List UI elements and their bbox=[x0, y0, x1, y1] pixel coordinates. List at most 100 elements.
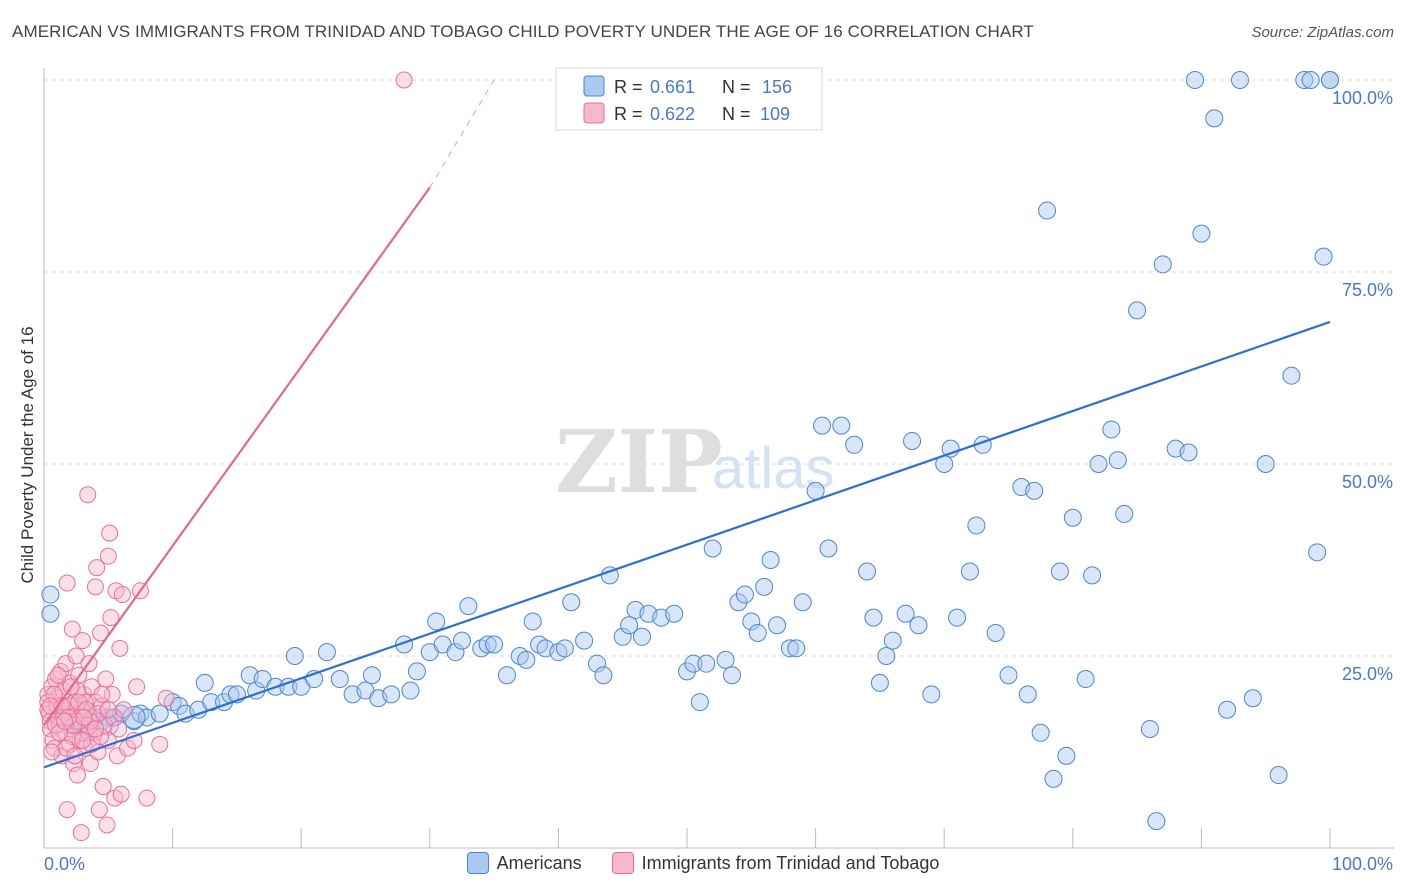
americans-point bbox=[1128, 301, 1147, 320]
americans-point bbox=[620, 616, 639, 635]
trend-lines bbox=[43, 79, 1331, 769]
immigrants-point bbox=[75, 708, 93, 726]
americans-point bbox=[1295, 71, 1314, 89]
americans-point bbox=[1050, 562, 1069, 581]
immigrants-point bbox=[101, 524, 119, 542]
immigrants-point bbox=[90, 801, 108, 819]
immigrants-point bbox=[97, 670, 115, 688]
americans-point bbox=[1205, 109, 1224, 128]
axes bbox=[43, 68, 1394, 849]
americans-point bbox=[909, 616, 928, 635]
immigrants-point bbox=[138, 789, 156, 807]
immigrants-point bbox=[99, 547, 117, 565]
immigrants-point bbox=[99, 701, 117, 719]
americans-point bbox=[485, 635, 504, 654]
americans-point bbox=[948, 608, 967, 627]
legend-n-immigrants: 109 bbox=[760, 104, 790, 124]
immigrants-point bbox=[395, 71, 413, 89]
watermark: ZIP atlas bbox=[555, 412, 835, 513]
immigrants-point bbox=[86, 578, 104, 596]
americans-point bbox=[768, 616, 787, 635]
americans-point bbox=[594, 666, 613, 685]
americans-point bbox=[446, 643, 465, 662]
americans-point bbox=[1025, 481, 1044, 500]
legend-key-immigrants bbox=[611, 852, 634, 874]
americans-point bbox=[632, 627, 651, 646]
americans-point bbox=[665, 604, 684, 623]
americans-point bbox=[1301, 71, 1320, 89]
americans-point bbox=[613, 627, 632, 646]
americans-point bbox=[523, 612, 542, 631]
legend-swatch-americans bbox=[583, 75, 605, 97]
y-tick-label: 25.0% bbox=[1342, 664, 1393, 684]
y-tick-label: 50.0% bbox=[1342, 472, 1393, 492]
americans-point bbox=[1179, 443, 1198, 462]
americans-point bbox=[1308, 543, 1327, 562]
legend-label-immigrants: Immigrants from Trinidad and Tobago bbox=[641, 852, 940, 873]
americans-point bbox=[806, 481, 825, 500]
x-tick-label-min: 0.0% bbox=[44, 854, 85, 874]
immigrants-point bbox=[88, 559, 106, 577]
americans-point bbox=[555, 639, 574, 658]
correlation-legend: R = 0.661 N = 156 R = 0.622 N = 109 bbox=[555, 67, 823, 131]
americans-point bbox=[793, 593, 812, 612]
americans-point bbox=[517, 650, 536, 669]
americans-point bbox=[960, 562, 979, 581]
americans-point bbox=[684, 654, 703, 673]
americans-point bbox=[427, 612, 446, 631]
americans-point bbox=[870, 673, 889, 692]
americans-point bbox=[877, 647, 896, 665]
immigrants-point bbox=[47, 716, 65, 734]
americans-point bbox=[780, 639, 799, 658]
americans-point bbox=[1089, 455, 1108, 473]
y-tick-label: 100.0% bbox=[1332, 88, 1393, 108]
immigrants-point bbox=[49, 666, 67, 684]
americans-point bbox=[755, 577, 774, 596]
americans-point bbox=[1185, 71, 1204, 89]
legend-label-americans: Americans bbox=[496, 852, 582, 873]
immigrants-point bbox=[72, 824, 90, 842]
grid-lines bbox=[44, 79, 1394, 657]
americans-point bbox=[1192, 224, 1211, 243]
y-tick-label: 75.0% bbox=[1342, 280, 1393, 300]
americans-point bbox=[1321, 71, 1339, 89]
immigrants-point bbox=[98, 816, 116, 834]
americans-point bbox=[1018, 685, 1037, 704]
americans-point bbox=[362, 666, 381, 685]
americans-point bbox=[864, 608, 883, 627]
americans-point bbox=[1218, 700, 1237, 719]
immigrants-trend-line bbox=[43, 186, 431, 726]
americans-point bbox=[1031, 723, 1050, 742]
americans-point bbox=[1083, 566, 1102, 585]
americans-point bbox=[1269, 766, 1288, 785]
americans-point bbox=[41, 585, 60, 604]
americans-point bbox=[1076, 670, 1095, 689]
americans-point bbox=[1256, 455, 1275, 473]
x-tick-label-max: 100.0% bbox=[1332, 854, 1393, 874]
americans-point bbox=[903, 431, 922, 450]
immigrants-point bbox=[79, 486, 97, 504]
americans-point bbox=[587, 654, 606, 673]
source-credit: Source: ZipAtlas.com bbox=[1251, 24, 1394, 41]
americans-point bbox=[883, 631, 902, 650]
immigrants-trend-extension bbox=[429, 79, 495, 188]
immigrants-point bbox=[115, 701, 133, 719]
americans-point bbox=[459, 597, 478, 616]
americans-point bbox=[575, 631, 594, 650]
immigrants-point bbox=[74, 632, 92, 650]
americans-point bbox=[986, 623, 1005, 642]
immigrants-point bbox=[41, 697, 59, 715]
americans-point bbox=[819, 539, 838, 558]
americans-point bbox=[723, 666, 742, 685]
americans-point bbox=[1140, 719, 1159, 738]
legend-swatch-immigrants bbox=[583, 102, 605, 124]
immigrants-point bbox=[67, 647, 85, 665]
americans-point bbox=[813, 416, 832, 435]
americans-point bbox=[562, 593, 581, 612]
americans-point bbox=[1153, 255, 1172, 274]
americans-point bbox=[1044, 769, 1063, 788]
americans-point bbox=[1147, 812, 1166, 831]
americans-point bbox=[787, 639, 806, 658]
americans-point bbox=[748, 623, 767, 642]
